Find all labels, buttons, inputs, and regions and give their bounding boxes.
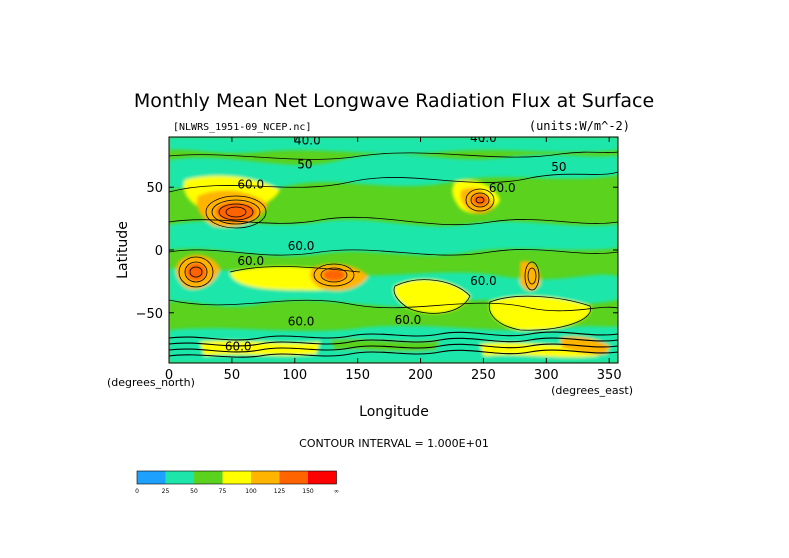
contour-line [229,266,361,273]
field-region [216,202,256,222]
colorbar: 0 25 50 75 100 125 150 ∞ [135,470,339,495]
y-tick-label: −50 [136,307,163,322]
field-region [472,194,488,206]
contour-line [184,261,208,283]
contour-line [169,171,618,193]
x-tick-label: 350 [597,368,622,383]
contour-line [488,295,591,331]
x-tick-label: 150 [345,368,370,383]
contour-line [475,196,485,204]
contour-label: 60.0 [288,314,315,328]
colorbar-swatch [279,471,308,484]
field-region [169,137,618,154]
contour-label: 60.0 [237,177,264,191]
colorbar-swatch [137,471,166,484]
contour-line [465,188,495,212]
contour-line [169,331,618,341]
contour-label: 40.0 [294,134,321,148]
contour-line [393,279,471,314]
contour-line [313,263,355,287]
field-region [186,263,206,281]
x-tick-label: 0 [165,368,173,383]
colorbar-frame [136,470,337,485]
x-axis-label: Longitude [359,404,429,420]
y-tick-label: 0 [155,244,163,259]
colorbar-swatch [222,471,251,484]
contour-line [169,216,618,226]
file-label: [NLWRS_1951-09_NCEP.nc] [173,122,311,133]
contour-line [169,343,618,353]
field-region [323,269,345,281]
colorbar-swatch [251,471,280,484]
contour-line [169,337,618,347]
y-axis-label: Latitude [115,221,131,279]
contour-line [169,249,618,256]
colorbar-label: 50 [190,488,198,495]
colorbar-label: 150 [302,488,314,495]
x-axis: 0 50 100 150 200 250 300 350 [165,137,622,383]
chart-title: Monthly Mean Net Longwave Radiation Flux… [134,90,654,112]
contour-line [225,206,247,218]
contour-line [169,349,618,358]
x-tick-label: 300 [534,368,559,383]
contour-label: 60.0 [237,254,264,268]
y-unit-label: (degrees_north) [107,376,195,389]
contour-label: 60.0 [288,239,315,253]
field-region [169,219,618,257]
y-axis: 50 0 −50 [136,181,618,322]
contour-label: 50 [297,157,312,171]
field-region [169,154,618,193]
colorbar-label: 125 [274,488,286,495]
contour-line [320,267,348,283]
contour-line [527,267,537,285]
colorbar-label: 25 [162,488,170,495]
x-unit-label: (degrees_east) [551,384,633,397]
contour-line [205,195,267,229]
contour-label: 60.0 [470,274,497,288]
colorbar-swatch [308,471,337,484]
contour-field [169,137,618,363]
contour-label: 60.0 [225,339,252,353]
colorbar-swatch [194,471,223,484]
contour-line [470,192,490,208]
x-tick-label: 250 [471,368,496,383]
x-tick-label: 200 [408,368,433,383]
contour-line [524,261,540,291]
y-tick-label: 50 [146,181,163,196]
colorbar-label: ∞ [334,488,339,495]
contour-lines [169,151,618,331]
contour-label: 60.0 [489,181,516,195]
x-tick-label: 100 [282,368,307,383]
field-region [489,296,591,331]
x-tick-label: 50 [224,368,241,383]
contour-line [218,203,254,221]
colorbar-swatch [165,471,194,484]
contour-line [178,256,214,288]
contour-interval: CONTOUR INTERVAL = 1.000E+01 [299,437,489,450]
colorbar-label: 75 [219,488,227,495]
contour-line [169,151,618,160]
field-region [394,279,470,314]
contour-line [169,299,618,312]
antarctic-contours [169,331,618,358]
field-region [520,261,541,291]
colorbar-label: 0 [135,488,139,495]
colorbar-label: 100 [245,488,257,495]
contour-line [211,199,261,225]
contour-label: 50 [551,160,566,174]
units-label: (units:W/m^-2) [529,119,630,133]
contour-line [189,266,203,278]
contour-label: 60.0 [395,313,422,327]
